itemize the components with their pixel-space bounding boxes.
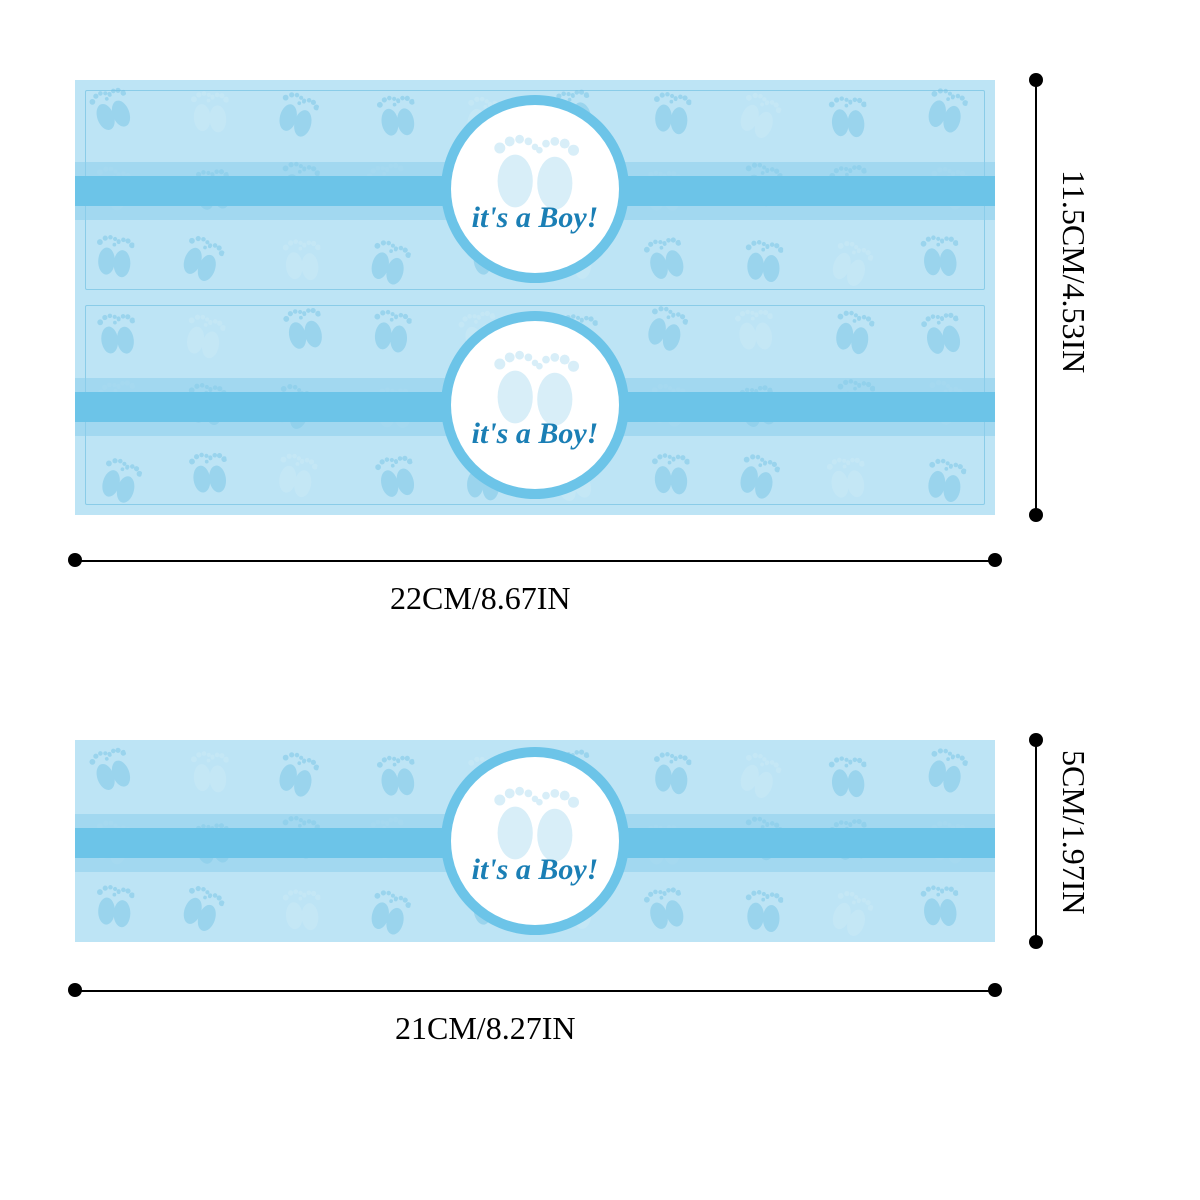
dim-label-bottom-height: 5CM/1.97IN [1055,750,1092,914]
diagram-canvas: it's a Boy! it's a B [0,0,1200,1200]
badge-text: it's a Boy! [451,853,619,887]
badge: it's a Boy! [441,747,629,935]
dim-endpoint [68,553,82,567]
badge-inner: it's a Boy! [451,757,619,925]
dim-endpoint [988,553,1002,567]
label-strip-1: it's a Boy! [75,84,995,294]
dim-endpoint [988,983,1002,997]
dim-endpoint [1029,733,1043,747]
badge-inner: it's a Boy! [451,105,619,273]
badge: it's a Boy! [441,95,629,283]
dim-label-top-height: 11.5CM/4.53IN [1055,170,1092,373]
dim-label-top-width: 22CM/8.67IN [390,580,570,617]
dim-line-bottom-height [1035,740,1037,942]
label-strip-2: it's a Boy! [75,300,995,510]
badge-inner: it's a Boy! [451,321,619,489]
dim-endpoint [1029,935,1043,949]
badge: it's a Boy! [441,311,629,499]
dim-label-bottom-width: 21CM/8.27IN [395,1010,575,1047]
dim-endpoint [68,983,82,997]
badge-text: it's a Boy! [451,417,619,451]
label-sheet-top: it's a Boy! it's a B [75,80,995,515]
dim-line-bottom-width [75,990,995,992]
dim-line-top-height [1035,80,1037,515]
badge-text: it's a Boy! [451,201,619,235]
dim-endpoint [1029,73,1043,87]
label-strip-bottom: it's a Boy! [75,740,995,942]
dim-endpoint [1029,508,1043,522]
dim-line-top-width [75,560,995,562]
label-strip-3: it's a Boy! [75,740,995,942]
